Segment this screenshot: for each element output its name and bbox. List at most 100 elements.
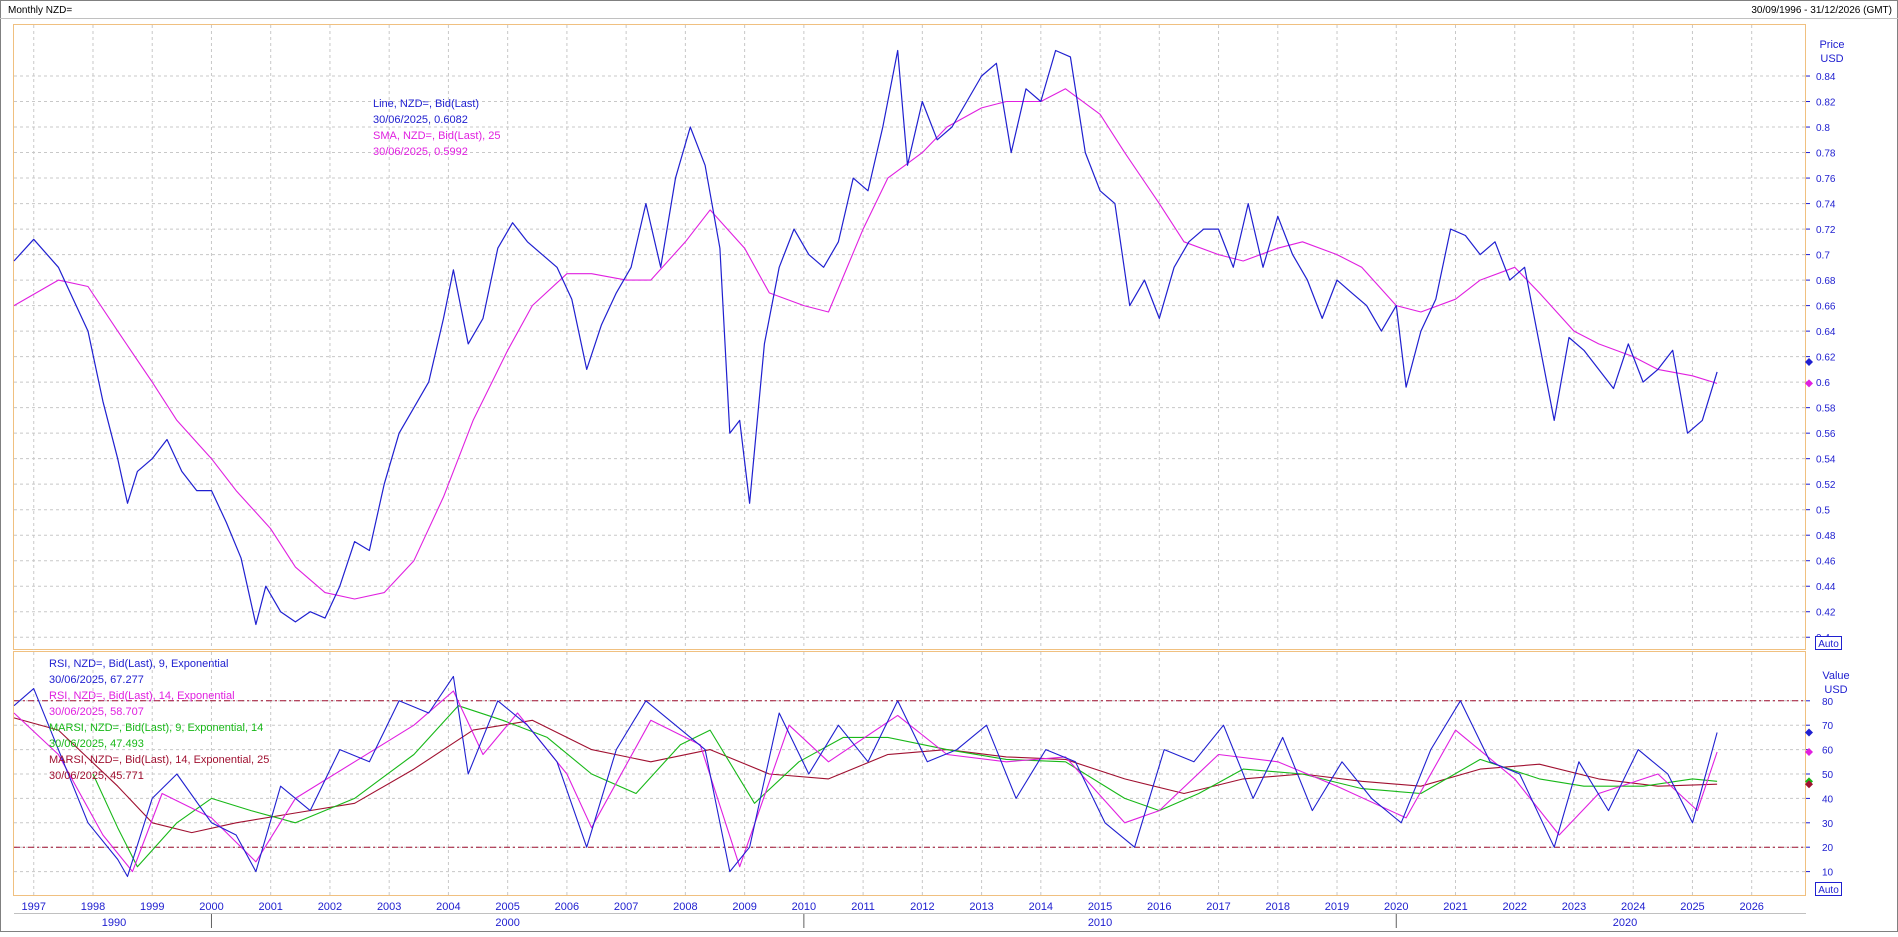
- x-year-label: 2024: [1621, 901, 1645, 913]
- rsi-tick-label: 30: [1822, 819, 1834, 830]
- rsi-series-layer: [13, 675, 1718, 878]
- price-line: [13, 49, 1718, 626]
- rsi-tick-label: 10: [1822, 868, 1834, 879]
- x-year-label: 1998: [81, 901, 105, 913]
- price-legend-line: SMA, NZD=, Bid(Last), 25: [373, 130, 500, 142]
- price-tick-label: 0.48: [1816, 531, 1836, 542]
- price-tick-label: 0.46: [1816, 557, 1836, 568]
- x-year-label: 2005: [495, 901, 519, 913]
- x-year-label: 2000: [199, 901, 223, 913]
- x-year-label: 2002: [318, 901, 342, 913]
- rsi-tick-label: 70: [1822, 721, 1834, 732]
- x-year-label: 2014: [1029, 901, 1053, 913]
- x-year-label: 2009: [732, 901, 756, 913]
- x-year-label: 2007: [614, 901, 638, 913]
- price-tick-label: 0.84: [1816, 72, 1836, 83]
- x-year-label: 1999: [140, 901, 164, 913]
- rsi-thresholds: [14, 700, 1806, 848]
- x-year-label: 2001: [258, 901, 282, 913]
- x-year-label: 2012: [910, 901, 934, 913]
- rsi-auto-button[interactable]: [1815, 882, 1842, 896]
- price-tick-label: 0.5: [1816, 506, 1830, 517]
- rsi-panel: [13, 651, 1806, 896]
- x-decade-label: 1990: [102, 917, 126, 929]
- price-tick-label: 0.6: [1816, 378, 1830, 389]
- price-tick-label: 0.42: [1816, 608, 1836, 619]
- chart-title: Monthly NZD=: [8, 5, 72, 16]
- sma-line: [13, 88, 1718, 600]
- x-axis: 1997 1998 1999 2000 2001 2002 2003 2004 2005 2006…: [14, 901, 1806, 929]
- date-range: 30/09/1996 - 31/12/2026 (GMT): [1751, 5, 1892, 16]
- price-tick-label: 0.52: [1816, 480, 1836, 491]
- price-grid: [14, 25, 1806, 650]
- marsi14-last-marker: [1805, 780, 1813, 789]
- price-auto-label: Auto: [1818, 639, 1839, 650]
- rsi-legend-line: RSI, NZD=, Bid(Last), 9, Exponential: [49, 658, 228, 670]
- x-year-label: 2019: [1325, 901, 1349, 913]
- price-tick-label: 0.74: [1816, 200, 1836, 211]
- rsi-tick-label: 80: [1822, 697, 1834, 708]
- x-year-label: 2008: [673, 901, 697, 913]
- x-year-label: 2010: [792, 901, 816, 913]
- rsi-tick-label: 50: [1822, 770, 1834, 781]
- rsi9-line: [13, 675, 1718, 878]
- last-value-markers: [1805, 357, 1813, 789]
- x-year-label: 2025: [1680, 901, 1704, 913]
- price-legend-line: 30/06/2025, 0.6082: [373, 114, 468, 126]
- price-tick-label: 0.72: [1816, 225, 1836, 236]
- rsi-legend-line: 30/06/2025, 45.771: [49, 770, 144, 782]
- marsi9-line: [92, 705, 1718, 868]
- x-year-label: 2021: [1443, 901, 1467, 913]
- x-year-label: 2017: [1206, 901, 1230, 913]
- x-year-label: 1997: [22, 901, 46, 913]
- x-year-label: 2006: [555, 901, 579, 913]
- x-decade-label: 2000: [495, 917, 519, 929]
- rsi-axis-title: Value: [1822, 670, 1849, 682]
- rsi9-last-marker: [1805, 728, 1813, 737]
- rsi-y-axis: 10 20 30 40 50 60 70 80: [1806, 697, 1834, 879]
- price-tick-label: 0.62: [1816, 353, 1836, 364]
- price-y-axis: 0.40.420.440.460.480.50.520.540.560.580.…: [1806, 72, 1836, 644]
- rsi-tick-label: 40: [1822, 794, 1834, 805]
- price-tick-label: 0.76: [1816, 174, 1836, 185]
- rsi-auto-label: Auto: [1818, 885, 1839, 896]
- price-tick-label: 0.44: [1816, 582, 1836, 593]
- price-tick-label: 0.8: [1816, 123, 1830, 134]
- price-tick-label: 0.54: [1816, 455, 1836, 466]
- x-year-label: 2011: [851, 901, 875, 913]
- x-year-label: 2023: [1562, 901, 1586, 913]
- sma-last-marker: [1805, 379, 1813, 388]
- price-legend: Line, NZD=, Bid(Last) 30/06/2025, 0.6082 S…: [373, 98, 500, 158]
- x-decade-label: 2010: [1088, 917, 1112, 929]
- x-year-label: 2018: [1266, 901, 1290, 913]
- rsi-legend-line: 30/06/2025, 67.277: [49, 674, 144, 686]
- price-legend-line: 30/06/2025, 0.5992: [373, 146, 468, 158]
- x-year-label: 2020: [1384, 901, 1408, 913]
- price-tick-label: 0.7: [1816, 251, 1830, 262]
- x-year-label: 2003: [377, 901, 401, 913]
- x-year-label: 2004: [436, 901, 460, 913]
- x-year-label: 2016: [1147, 901, 1171, 913]
- x-year-label: 2022: [1502, 901, 1526, 913]
- x-decade-label: 2020: [1613, 917, 1637, 929]
- rsi-legend: RSI, NZD=, Bid(Last), 9, Exponential 30/0…: [49, 658, 269, 782]
- price-tick-label: 0.66: [1816, 302, 1836, 313]
- price-panel: [13, 24, 1806, 650]
- x-year-label: 2015: [1088, 901, 1112, 913]
- price-tick-label: 0.56: [1816, 429, 1836, 440]
- price-legend-line: Line, NZD=, Bid(Last): [373, 98, 479, 110]
- price-tick-label: 0.82: [1816, 98, 1836, 109]
- price-tick-label: 0.58: [1816, 404, 1836, 415]
- x-year-label: 2013: [969, 901, 993, 913]
- price-tick-label: 0.64: [1816, 327, 1836, 338]
- rsi-axis-unit: USD: [1824, 684, 1847, 696]
- rsi-legend-line: 30/06/2025, 58.707: [49, 706, 144, 718]
- marsi14-line: [13, 717, 1718, 834]
- price-auto-button[interactable]: [1815, 636, 1842, 650]
- rsi-legend-line: RSI, NZD=, Bid(Last), 14, Exponential: [49, 690, 235, 702]
- price-axis-title: Price: [1819, 39, 1844, 51]
- x-year-label: 2026: [1739, 901, 1763, 913]
- rsi-legend-line: MARSI, NZD=, Bid(Last), 9, Exponential, …: [49, 722, 263, 734]
